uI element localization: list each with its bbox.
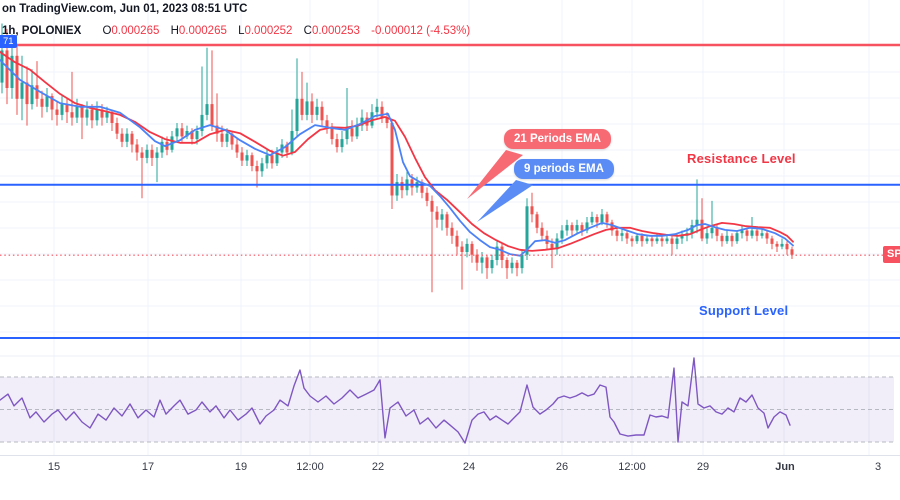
symbol-interval-label[interactable]: 1h, POLONIEX	[2, 25, 82, 37]
open-value: 0.000265	[111, 25, 160, 37]
close-value: 0.000253	[311, 25, 360, 37]
time-tick-label: 29	[696, 461, 710, 473]
resistance-level-label[interactable]: Resistance Level	[687, 151, 796, 166]
time-tick-label: 24	[462, 461, 476, 473]
time-tick-label: 15	[47, 461, 61, 473]
support-level-label[interactable]: Support Level	[699, 303, 789, 318]
time-tick-label: 19	[234, 461, 248, 473]
symbol-legend: 1h, POLONIEX O0.000265 H0.000265 L0.0002…	[2, 25, 470, 37]
time-tick-label: 12:00	[618, 461, 646, 473]
time-tick-label: 12:00	[296, 461, 324, 473]
change-value: -0.000012 (-4.53%)	[371, 25, 471, 37]
low-label: L	[238, 25, 245, 37]
last-price-badge-fragment: SP	[883, 246, 900, 263]
open-label: O	[102, 25, 112, 37]
high-value: 0.000265	[178, 25, 227, 37]
ema-price-badge-fragment: 71	[0, 35, 17, 48]
time-tick-label: 3	[874, 461, 882, 473]
low-value: 0.000252	[244, 25, 293, 37]
callout-21-ema[interactable]: 21 Periods EMA	[504, 129, 611, 149]
time-tick-label: Jun	[775, 461, 795, 473]
watermark-text: on TradingView.com, Jun 01, 2023 08:51 U…	[2, 3, 248, 15]
time-axis[interactable]: 15 17 19 12:00 22 24 26 12:00 29 Jun 3	[0, 455, 900, 500]
high-label: H	[170, 25, 179, 37]
time-tick-label: 17	[141, 461, 155, 473]
callout-9-ema[interactable]: 9 periods EMA	[514, 159, 614, 179]
time-tick-label: 26	[555, 461, 569, 473]
time-tick-label: 22	[371, 461, 385, 473]
close-label: C	[303, 25, 312, 37]
